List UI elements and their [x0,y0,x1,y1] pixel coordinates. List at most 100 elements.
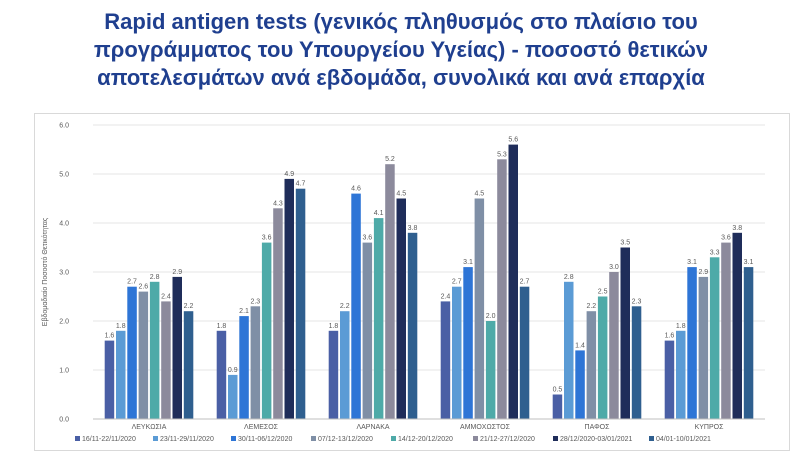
data-label: 3.8 [408,225,418,232]
data-label: 4.3 [273,200,283,207]
legend-swatch [153,436,158,441]
data-label: 3.0 [609,264,619,271]
bar [519,286,530,419]
data-label: 4.7 [296,181,306,188]
data-label: 3.1 [744,259,754,266]
data-label: 5.2 [385,156,395,163]
bar [228,374,238,419]
data-label: 2.9 [698,269,708,276]
legend-swatch [75,436,80,441]
bar [273,208,283,419]
bar [250,306,261,419]
bar [609,272,619,419]
data-label: 1.6 [665,333,675,340]
bar [407,232,418,419]
bar [485,321,496,419]
legend-swatch [311,436,316,441]
y-tick-label: 1.0 [59,368,69,375]
bar [172,276,182,419]
legend-swatch [649,436,654,441]
bar [261,242,272,419]
legend-label: 28/12/2020-03/01/2021 [560,436,633,443]
legend-label: 14/12-20/12/2020 [398,436,453,443]
bar [452,286,462,419]
data-label: 2.7 [452,279,462,286]
x-tick-label: ΛΑΡΝΑΚΑ [356,424,389,431]
title-line: προγράμματος του Υπουργείου Υγείας) - πο… [93,37,709,62]
bar [687,267,697,419]
data-label: 2.3 [250,298,260,305]
bar [664,340,675,419]
legend-swatch [473,436,478,441]
y-tick-label: 0.0 [59,417,69,424]
x-tick-label: ΠΑΦΟΣ [585,424,611,431]
legend-label: 04/01-10/01/2021 [656,436,711,443]
chart-frame: 0.0 1.0 2.0 3.0 4.0 5.0 6.0 Εβδομαδιαίο Ποσοστ… [34,113,790,451]
data-label: 2.4 [441,293,451,300]
data-label: 3.1 [687,259,697,266]
legend-label: 30/11-06/12/2020 [238,436,292,443]
data-label: 4.5 [474,191,484,198]
bar [564,281,574,419]
data-label: 2.9 [172,269,182,276]
data-label: 3.3 [710,249,720,256]
data-label: 0.9 [228,367,238,374]
bar [698,276,709,419]
bar [362,242,373,419]
data-label: 5.3 [497,151,507,158]
bar [340,311,350,419]
bar [161,301,171,419]
data-label: 4.1 [374,210,384,217]
bar [586,311,597,419]
legend-label: 16/11-22/11/2020 [82,436,136,443]
data-label: 1.4 [575,342,585,349]
bars: 1.61.82.72.62.82.42.92.21.80.92.12.33.64… [105,137,754,420]
y-tick-label: 4.0 [59,221,69,228]
data-label: 4.9 [284,171,294,178]
title-line: Rapid antigen tests (γενικός πληθυσμός σ… [104,9,698,34]
data-label: 3.5 [620,240,630,247]
data-label: 3.1 [463,259,473,266]
data-label: 2.8 [150,274,160,281]
x-tick-label: ΛΕΥΚΩΣΙΑ [132,424,167,431]
x-tick-label: ΛΕΜΕΣΟΣ [244,424,279,431]
data-label: 2.3 [632,298,642,305]
data-label: 4.6 [351,186,361,193]
legend-label: 21/12-27/12/2020 [480,436,535,443]
bar [474,198,485,419]
data-label: 2.8 [564,274,574,281]
bar [508,144,518,419]
legend-swatch [553,436,558,441]
chart-title: Rapid antigen tests (γενικός πληθυσμός σ… [0,8,802,92]
y-axis-label: Εβδομαδιαίο Ποσοστό Θετικότητας [41,217,49,326]
bar [149,281,160,419]
bar [497,159,507,420]
bar [721,242,731,419]
bar [440,301,451,419]
data-label: 3.8 [732,225,742,232]
data-label: 2.1 [239,308,249,315]
data-label: 5.6 [508,137,518,144]
bar [396,198,406,419]
data-label: 2.6 [138,284,148,291]
grid-lines [93,124,765,420]
data-label: 2.2 [586,303,596,310]
bar [373,218,384,419]
data-label: 2.7 [127,279,137,286]
data-label: 1.8 [676,323,686,330]
data-label: 1.8 [329,323,339,330]
data-label: 4.5 [396,191,406,198]
bar [216,330,227,419]
y-tick-label: 5.0 [59,172,69,179]
data-label: 1.8 [217,323,227,330]
legend-swatch [391,436,396,441]
legend-label: 23/11-29/11/2020 [160,436,214,443]
bar [552,394,563,419]
bar-chart: 0.0 1.0 2.0 3.0 4.0 5.0 6.0 Εβδομαδιαίο Ποσοστ… [41,123,765,443]
data-label: 2.2 [340,303,350,310]
x-axis-labels: ΛΕΥΚΩΣΙΑ ΛΕΜΕΣΟΣ ΛΑΡΝΑΚΑ ΑΜΜΟΧΩΣΤΟΣ ΠΑΦΟΣ ΚΥΠ… [132,424,725,431]
bar [631,306,642,419]
title-line: αποτελεσμάτων ανά εβδομάδα, συνολικά και… [97,65,705,90]
bar [127,286,137,419]
bar [239,316,249,419]
